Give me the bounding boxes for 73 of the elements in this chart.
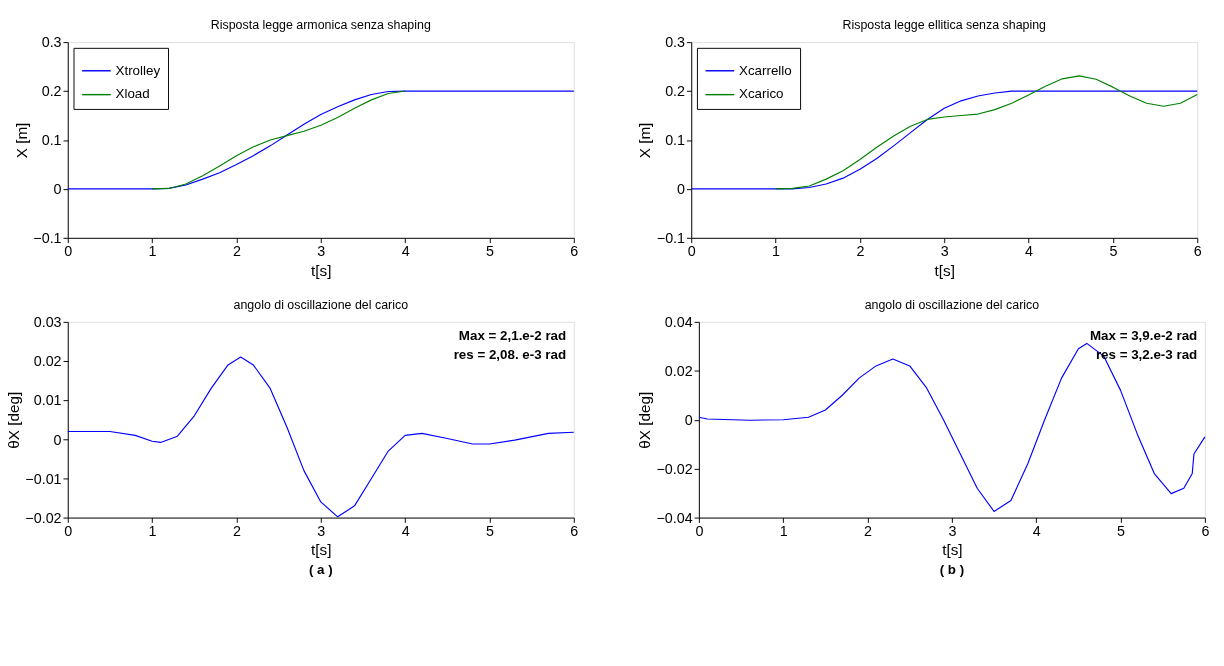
y-tick-label: 0.1 <box>665 132 686 149</box>
chart-title: angolo di oscillazione del carico <box>864 297 1040 312</box>
annotation: res = 2,08. e-3 rad <box>453 347 567 363</box>
y-axis-title: θX [deg] <box>635 391 653 449</box>
x-tick-label: 1 <box>779 523 788 540</box>
y-tick-label: 0.3 <box>665 34 686 51</box>
x-tick-label: 3 <box>317 523 326 540</box>
x-tick-label: 0 <box>64 243 73 260</box>
x-tick-label: 4 <box>401 523 410 540</box>
annotation: Max = 3,9.e-2 rad <box>1089 328 1198 344</box>
x-tick-label: 6 <box>1193 243 1202 260</box>
y-tick-label: 0.02 <box>664 363 693 380</box>
y-tick-label: 0 <box>53 431 62 448</box>
x-tick-label: 2 <box>232 243 241 260</box>
x-tick-label: 6 <box>1201 523 1210 540</box>
x-tick-label: 5 <box>1117 523 1126 540</box>
x-tick-label: 5 <box>485 243 494 260</box>
x-tick-label: 4 <box>1025 243 1034 260</box>
annotation: Max = 2,1.e-2 rad <box>458 328 567 344</box>
y-tick-label: 0.2 <box>665 83 686 100</box>
x-tick-label: 6 <box>570 243 579 260</box>
y-tick-label: −0.04 <box>656 509 693 526</box>
legend-label: Xtrolley <box>115 62 161 78</box>
x-tick-label: 4 <box>401 243 410 260</box>
x-tick-label: 3 <box>940 243 949 260</box>
chart-title: Risposta legge armonica senza shaping <box>210 17 431 32</box>
x-tick-label: 2 <box>232 523 241 540</box>
x-tick-label: 1 <box>148 243 157 260</box>
x-tick-label: 3 <box>948 523 957 540</box>
x-tick-label: 0 <box>695 523 704 540</box>
y-tick-label: 0.01 <box>33 392 62 409</box>
x-tick-label: 5 <box>1109 243 1118 260</box>
y-axis-title: X [m] <box>12 122 30 159</box>
x-tick-label: 4 <box>1032 523 1041 540</box>
x-tick-label: 5 <box>485 523 494 540</box>
y-tick-label: −0.1 <box>33 230 62 247</box>
chart-title: angolo di oscillazione del carico <box>233 297 409 312</box>
y-tick-label: 0.04 <box>664 314 693 331</box>
y-tick-label: 0 <box>677 181 686 198</box>
y-tick-label: 0.02 <box>33 353 62 370</box>
line-series <box>151 90 406 190</box>
y-tick-label: 0 <box>53 181 62 198</box>
x-axis-title: t[s] <box>311 261 332 279</box>
legend-label: Xcarrello <box>738 62 792 78</box>
y-tick-label: −0.1 <box>656 230 686 247</box>
y-tick-label: −0.02 <box>25 509 62 526</box>
x-tick-label: 2 <box>856 243 865 260</box>
y-tick-label: 0.2 <box>41 83 62 100</box>
legend-label: Xload <box>115 86 150 102</box>
x-axis-title: t[s] <box>934 261 955 279</box>
line-series <box>690 90 1198 190</box>
y-axis-title: θX [deg] <box>4 391 22 449</box>
x-tick-label: 6 <box>570 523 579 540</box>
x-axis-title: t[s] <box>311 541 332 559</box>
chart-title: Risposta legge ellitica senza shaping <box>842 17 1047 32</box>
x-axis-title: t[s] <box>942 541 963 559</box>
x-tick-label: 1 <box>148 523 157 540</box>
y-tick-label: 0.3 <box>41 34 62 51</box>
text: ( b ) <box>939 561 965 577</box>
text: ( a ) <box>308 561 333 577</box>
x-tick-label: 2 <box>864 523 873 540</box>
line-series <box>67 90 575 190</box>
x-tick-label: 3 <box>317 243 326 260</box>
legend-label: Xcarico <box>738 86 784 102</box>
y-tick-label: −0.02 <box>656 460 693 477</box>
x-tick-label: 1 <box>772 243 781 260</box>
y-tick-label: −0.01 <box>25 470 62 487</box>
x-tick-label: 0 <box>64 523 73 540</box>
y-tick-label: 0 <box>684 411 693 428</box>
y-tick-label: 0.03 <box>33 314 62 331</box>
y-axis-title: X [m] <box>636 122 654 159</box>
line-series <box>698 342 1206 513</box>
y-tick-label: 0.1 <box>41 132 62 149</box>
